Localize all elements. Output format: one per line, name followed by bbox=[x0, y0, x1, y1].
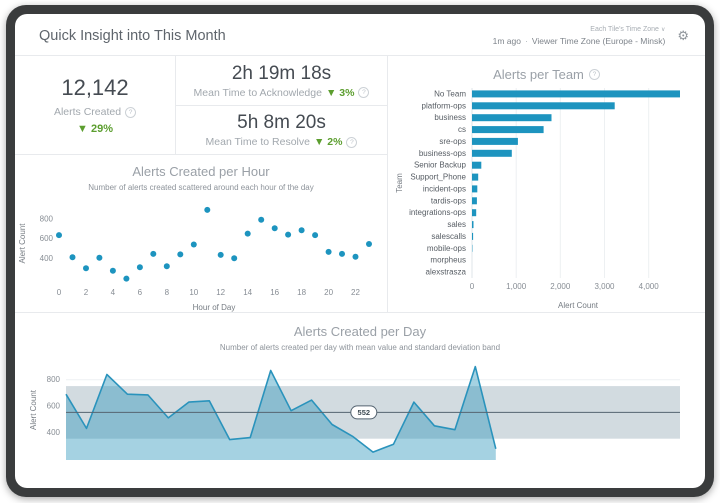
time-metrics-column: 2h 19m 18s Mean Time to Acknowledge ▼ 3%?… bbox=[176, 56, 387, 154]
svg-text:800: 800 bbox=[40, 215, 54, 224]
svg-text:business: business bbox=[434, 114, 466, 123]
svg-text:business-ops: business-ops bbox=[418, 149, 465, 158]
svg-text:18: 18 bbox=[297, 288, 306, 297]
svg-text:0: 0 bbox=[57, 288, 62, 297]
alerts-per-team-panel: Alerts per Team? 0 1,000 2,000 3,000 4,000 No… bbox=[388, 56, 705, 312]
svg-text:2,000: 2,000 bbox=[550, 282, 571, 291]
left-column: 12,142 Alerts Created? ▼ 29% 2h 19m 18s … bbox=[15, 56, 388, 313]
chevron-down-icon: ∨ bbox=[660, 27, 666, 33]
alerts-per-day-title: Alerts Created per Day bbox=[293, 324, 427, 340]
mttr-tile: 5h 8m 20s Mean Time to Resolve ▼ 2%? bbox=[176, 106, 387, 155]
svg-text:tardis-ops: tardis-ops bbox=[430, 197, 465, 206]
alerts-per-team-title: Alerts per Team bbox=[493, 67, 584, 83]
info-icon[interactable]: ? bbox=[346, 136, 358, 148]
svg-text:8: 8 bbox=[165, 288, 170, 297]
svg-text:4,000: 4,000 bbox=[638, 282, 659, 291]
svg-text:2: 2 bbox=[84, 288, 89, 297]
viewer-timezone: 1m ago · Viewer Time Zone (Europe - Minsk) bbox=[493, 36, 666, 47]
dot-separator: · bbox=[524, 35, 528, 46]
svg-text:Team: Team bbox=[395, 173, 404, 193]
alerts-created-delta: ▼ 29% bbox=[77, 123, 113, 136]
svg-text:600: 600 bbox=[47, 402, 61, 411]
alerts-per-hour-chart: 400 600 800 0 2 4 6 8 10 12 14 16 18 20 22 Hour of Day A… bbox=[15, 194, 387, 312]
svg-text:platform-ops: platform-ops bbox=[421, 102, 465, 111]
tile-timezone-selector[interactable]: Each Tile's Time Zone ∨ bbox=[493, 26, 666, 35]
svg-text:sales: sales bbox=[447, 220, 466, 229]
svg-text:0: 0 bbox=[469, 282, 474, 291]
svg-text:400: 400 bbox=[40, 254, 54, 263]
svg-text:12: 12 bbox=[216, 288, 225, 297]
svg-text:4: 4 bbox=[111, 288, 116, 297]
svg-text:10: 10 bbox=[189, 288, 198, 297]
svg-text:salescalls: salescalls bbox=[431, 232, 466, 241]
alerts-per-day-chart: 400 600 800 Alert Count 552 bbox=[15, 354, 705, 466]
alerts-created-value: 12,142 bbox=[61, 75, 129, 101]
alerts-per-day-subtitle: Number of alerts created per day with me… bbox=[219, 343, 501, 353]
svg-text:600: 600 bbox=[40, 234, 54, 243]
alerts-per-hour-subtitle: Number of alerts created scattered aroun… bbox=[88, 183, 314, 193]
window-frame: Quick Insight into This Month Each Tile'… bbox=[6, 5, 714, 497]
svg-text:incident-ops: incident-ops bbox=[422, 185, 465, 194]
alerts-per-team-chart: 0 1,000 2,000 3,000 4,000 No Team platform-ops… bbox=[388, 84, 705, 310]
mtta-tile: 2h 19m 18s Mean Time to Acknowledge ▼ 3%? bbox=[176, 56, 387, 106]
tile-timezone-label: Each Tile's Time Zone bbox=[590, 26, 659, 33]
dashboard-header: Quick Insight into This Month Each Tile'… bbox=[15, 14, 705, 57]
mtta-value: 2h 19m 18s bbox=[231, 62, 332, 84]
page-title: Quick Insight into This Month bbox=[39, 28, 226, 45]
mttr-label: Mean Time to Resolve bbox=[205, 136, 310, 149]
alerts-created-label-row: Alerts Created? bbox=[53, 106, 137, 119]
alerts-created-tile: 12,142 Alerts Created? ▼ 29% bbox=[15, 56, 176, 155]
svg-text:mobile-ops: mobile-ops bbox=[426, 244, 465, 253]
alerts-per-hour-title: Alerts Created per Hour bbox=[132, 164, 270, 180]
viewer-timezone-label: Viewer Time Zone (Europe - Minsk) bbox=[531, 35, 666, 46]
svg-text:Alert Count: Alert Count bbox=[18, 223, 27, 264]
last-updated: 1m ago bbox=[492, 35, 521, 46]
top-section: 12,142 Alerts Created? ▼ 29% 2h 19m 18s … bbox=[15, 56, 705, 314]
alerts-per-team-title-row: Alerts per Team? bbox=[388, 67, 705, 82]
svg-text:No Team: No Team bbox=[434, 90, 466, 99]
svg-text:Senior Backup: Senior Backup bbox=[413, 161, 466, 170]
svg-text:Alert Count: Alert Count bbox=[29, 390, 38, 431]
dashboard-card: Quick Insight into This Month Each Tile'… bbox=[15, 14, 705, 488]
svg-text:552: 552 bbox=[358, 409, 371, 418]
alerts-created-label: Alerts Created bbox=[53, 106, 122, 119]
mttr-label-row: Mean Time to Resolve ▼ 2%? bbox=[206, 136, 358, 148]
mttr-value: 5h 8m 20s bbox=[237, 112, 326, 134]
svg-text:3,000: 3,000 bbox=[594, 282, 615, 291]
mttr-delta: ▼ 2% bbox=[313, 136, 343, 149]
alerts-per-day-panel: Alerts Created per Day Number of alerts … bbox=[15, 313, 705, 488]
svg-text:Support_Phone: Support_Phone bbox=[410, 173, 466, 182]
svg-text:1,000: 1,000 bbox=[506, 282, 527, 291]
alerts-per-hour-panel: Alerts Created per Hour Number of alerts… bbox=[15, 154, 387, 312]
svg-text:16: 16 bbox=[270, 288, 279, 297]
svg-text:integrations-ops: integrations-ops bbox=[409, 209, 466, 218]
svg-text:20: 20 bbox=[324, 288, 333, 297]
svg-text:22: 22 bbox=[351, 288, 360, 297]
svg-text:alexstrasza: alexstrasza bbox=[425, 268, 466, 277]
stats-row: 12,142 Alerts Created? ▼ 29% 2h 19m 18s … bbox=[15, 56, 387, 155]
info-icon[interactable]: ? bbox=[358, 87, 370, 99]
timezone-block: Each Tile's Time Zone ∨ 1m ago · Viewer Tim… bbox=[493, 26, 666, 46]
svg-text:6: 6 bbox=[138, 288, 143, 297]
svg-text:Alert Count: Alert Count bbox=[557, 301, 598, 310]
svg-text:cs: cs bbox=[458, 125, 466, 134]
info-icon[interactable]: ? bbox=[125, 106, 137, 118]
svg-text:morpheus: morpheus bbox=[430, 256, 466, 265]
mtta-label: Mean Time to Acknowledge bbox=[193, 86, 322, 99]
svg-text:800: 800 bbox=[47, 376, 61, 385]
mtta-label-row: Mean Time to Acknowledge ▼ 3%? bbox=[194, 87, 370, 99]
svg-text:sre-ops: sre-ops bbox=[439, 137, 466, 146]
svg-text:Hour of Day: Hour of Day bbox=[193, 303, 236, 312]
info-icon[interactable]: ? bbox=[588, 69, 600, 81]
mtta-delta: ▼ 3% bbox=[325, 86, 355, 99]
svg-text:400: 400 bbox=[47, 428, 61, 437]
svg-text:14: 14 bbox=[243, 288, 252, 297]
settings-gear-icon[interactable]: ⚙ bbox=[677, 28, 689, 44]
